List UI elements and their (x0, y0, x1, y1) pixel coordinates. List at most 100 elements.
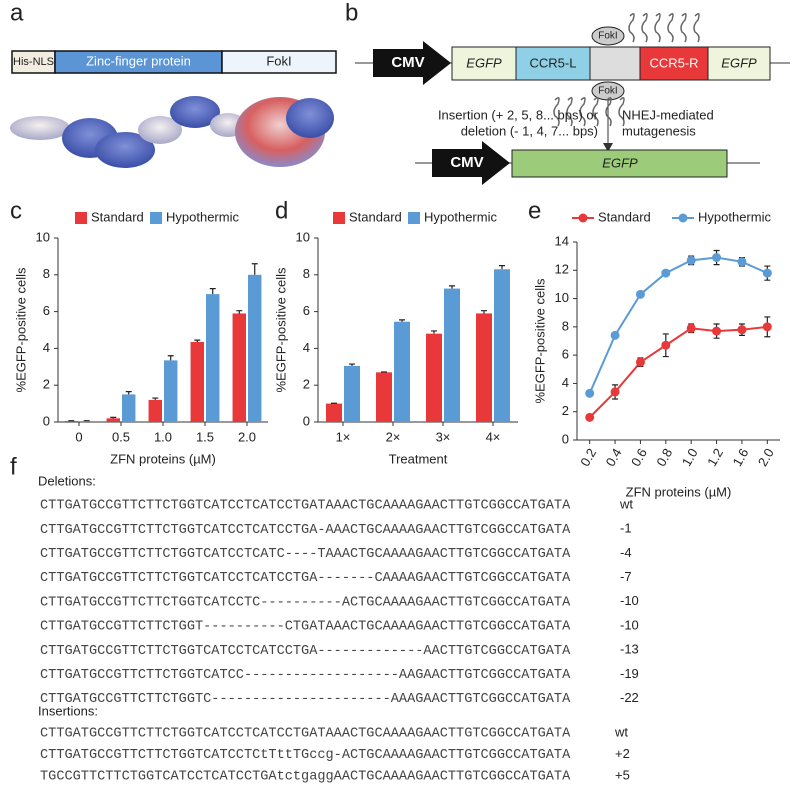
point (661, 340, 671, 350)
zinc-finger (680, 13, 687, 43)
zinc-finger (618, 97, 625, 127)
error-bar (499, 265, 505, 270)
y-tick-label: 2 (562, 403, 569, 418)
x-tick-label: 1.5 (196, 429, 214, 444)
y-axis-label: %EGFP-positive cells (13, 267, 28, 392)
y-tick-label: 6 (303, 303, 310, 318)
bar (106, 418, 120, 422)
x-tick-label: 0.6 (628, 446, 650, 469)
x-tick-label: 0.2 (577, 446, 599, 469)
point (686, 323, 696, 333)
point (635, 289, 645, 299)
legend-swatch (333, 212, 345, 224)
y-tick-label: 2 (43, 377, 50, 392)
construct-label: EGFP (721, 55, 757, 70)
x-tick-label: 4× (486, 429, 501, 444)
bar (80, 421, 94, 422)
construct-box (707, 46, 771, 81)
y-axis-label: %EGFP-positive cells (532, 278, 547, 403)
point (686, 255, 696, 265)
point (610, 387, 620, 397)
legend-swatch (75, 212, 87, 224)
cmv-arrow (373, 41, 451, 85)
bar (190, 341, 204, 422)
point (712, 326, 722, 336)
error-bar (167, 355, 174, 361)
point (737, 325, 747, 335)
sequence: CTTGATGCCGTTCTTCTGGT----------CTGATAAACT… (40, 620, 571, 635)
error-bar (209, 288, 216, 295)
x-tick-label: 0 (75, 429, 82, 444)
x-tick-label: 1.2 (704, 446, 726, 469)
section-title: Deletions: (38, 473, 96, 488)
legend-label: Standard (91, 209, 144, 224)
y-tick-label: 0 (562, 431, 569, 446)
note: deletion (- 1, 4, 7... bps) (461, 123, 598, 138)
bar (376, 372, 392, 422)
panel-label: a (10, 0, 24, 26)
construct-label: CCR5-L (530, 55, 577, 70)
bar (232, 313, 246, 422)
error-bar (236, 310, 243, 314)
bar (494, 269, 510, 422)
error-bar (399, 319, 405, 322)
legend-swatch (578, 213, 588, 223)
y-tick-label: 10 (296, 229, 310, 244)
panel-label: e (528, 197, 541, 224)
x-tick-label: 1.0 (154, 429, 172, 444)
zinc-finger (654, 13, 661, 43)
y-tick-label: 0 (43, 413, 50, 428)
bar (426, 333, 442, 422)
y-tick-label: 0 (303, 413, 310, 428)
bar (64, 421, 78, 422)
error-bar (431, 330, 437, 334)
error-bar (251, 263, 258, 275)
error-bar (152, 397, 159, 400)
domain-label: FokI (266, 53, 291, 68)
sequence-label: wt (614, 724, 628, 739)
y-tick-label: 4 (43, 340, 50, 355)
sequence-label: +5 (615, 767, 630, 782)
legend-swatch (408, 212, 420, 224)
sequence-label: -10 (620, 617, 639, 632)
panel-label: d (275, 197, 288, 224)
domain-label: His-NLS (13, 56, 54, 68)
note: NHEJ-mediated (622, 107, 714, 122)
panel-label: b (345, 0, 358, 26)
sequence: CTTGATGCCGTTCTTCTGGTCATCCTCATCCTGATAAACT… (40, 727, 571, 742)
zinc-finger (693, 13, 700, 43)
point (737, 257, 747, 267)
bar (164, 360, 178, 422)
legend-label: Standard (349, 209, 402, 224)
protein-structure (10, 96, 334, 168)
cmv-label: CMV (450, 154, 483, 171)
y-tick-label: 10 (36, 229, 50, 244)
bar (206, 294, 220, 422)
zinc-finger (628, 13, 635, 43)
legend-label: Hypothermic (424, 209, 497, 224)
y-tick-label: 8 (303, 266, 310, 281)
y-tick-label: 2 (303, 377, 310, 392)
legend-swatch (150, 212, 162, 224)
bar (122, 394, 136, 422)
point (762, 268, 772, 278)
zinc-finger (566, 97, 573, 127)
y-tick-label: 4 (562, 375, 569, 390)
sequence: CTTGATGCCGTTCTTCTGGTCATCCTCATCCTGA-AAACT… (40, 523, 571, 538)
x-axis-label: ZFN proteins (µM) (626, 484, 732, 499)
arrow-head (603, 143, 613, 152)
x-tick-label: 1.0 (679, 446, 701, 469)
cmv-label: CMV (391, 54, 424, 71)
y-tick-label: 4 (303, 340, 310, 355)
construct-box (451, 46, 517, 81)
y-tick-label: 8 (43, 266, 50, 281)
x-tick-label: 2× (386, 429, 401, 444)
point (635, 357, 645, 367)
y-tick-label: 6 (562, 347, 569, 362)
series-line (588, 325, 768, 419)
y-tick-label: 6 (43, 303, 50, 318)
legend-label: Hypothermic (698, 209, 771, 224)
legend-label: Hypothermic (166, 209, 239, 224)
x-tick-label: 1.6 (729, 446, 751, 469)
